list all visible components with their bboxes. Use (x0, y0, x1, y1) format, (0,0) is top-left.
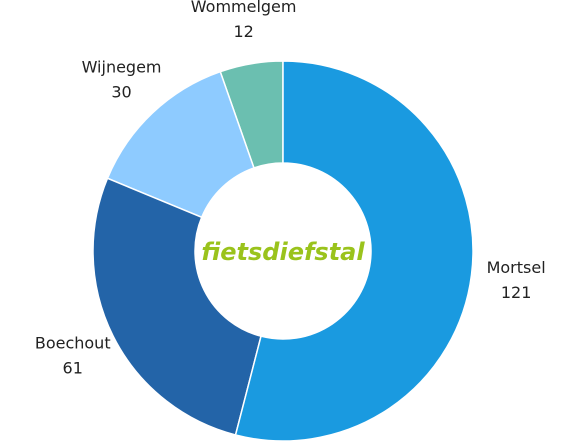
slice-value: 12 (233, 22, 253, 41)
center-text: fietsdiefstal (201, 238, 365, 266)
slice-label: Boechout (35, 333, 111, 352)
slice-value: 61 (63, 358, 83, 377)
slice (234, 60, 474, 442)
slice-label: Wijnegem (82, 58, 162, 77)
slice-label: Wommelgem (191, 0, 297, 16)
slice-value: 121 (501, 283, 532, 302)
slice-label: Mortsel (487, 258, 546, 277)
slice (106, 70, 255, 219)
slice (92, 177, 262, 436)
slice-value: 30 (111, 83, 131, 102)
